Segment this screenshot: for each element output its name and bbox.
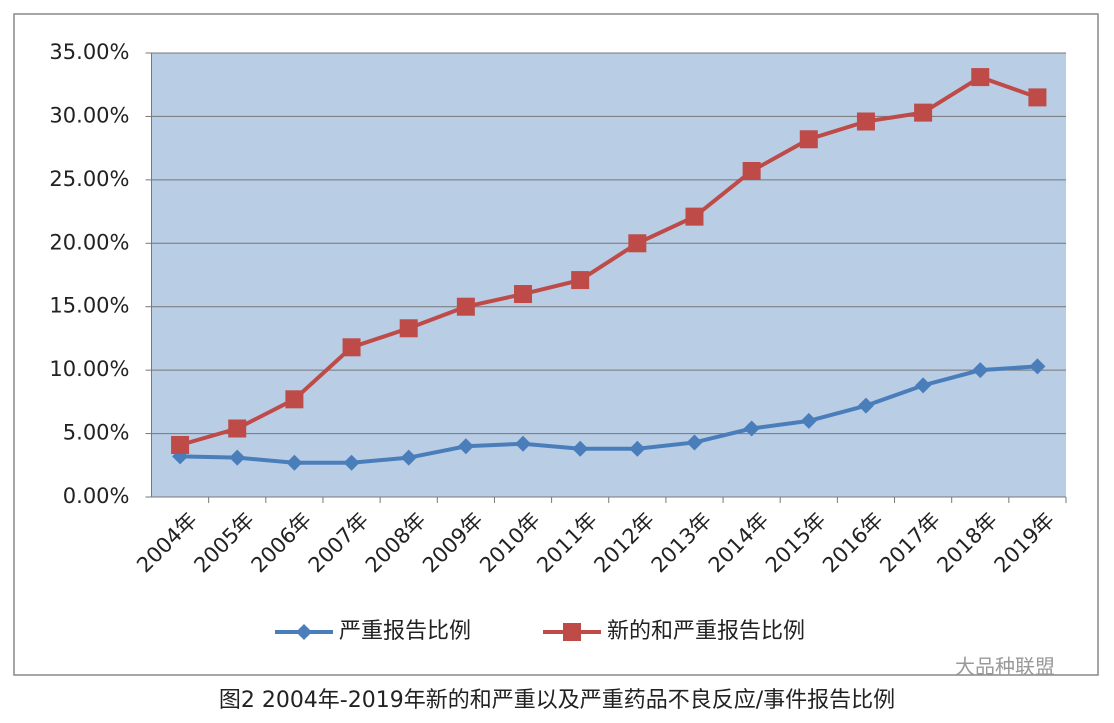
point-marker (742, 161, 761, 180)
y-tick-label: 10.00% (49, 357, 129, 381)
point-marker (515, 435, 532, 452)
point-marker (1029, 358, 1046, 375)
point-marker (457, 438, 474, 455)
caption: 图2 2004年-2019年新的和严重以及严重药品不良反应/事件报告比例 (219, 688, 895, 713)
point-marker (571, 271, 590, 290)
point-marker (229, 449, 246, 466)
y-tick-label: 5.00% (63, 421, 130, 445)
point-marker (1028, 88, 1047, 107)
point-marker (456, 297, 475, 316)
point-marker (857, 397, 874, 414)
legend-label: 新的和严重报告比例 (607, 619, 805, 644)
series-line (180, 364, 1038, 465)
y-tick-label: 20.00% (49, 230, 129, 254)
point-marker (514, 285, 533, 304)
point-marker (972, 362, 989, 379)
point-marker (400, 449, 417, 466)
point-marker (685, 207, 704, 226)
point-marker (343, 454, 360, 471)
point-marker (914, 103, 933, 122)
watermark: 大品种联盟 (955, 655, 1055, 679)
point-marker (686, 434, 703, 451)
point-marker (628, 234, 647, 253)
series-line (179, 74, 1039, 447)
point-marker (171, 435, 190, 454)
point-marker (342, 338, 361, 357)
y-tick-label: 15.00% (49, 294, 129, 318)
point-marker (629, 440, 646, 457)
point-marker (563, 623, 581, 641)
legend-label: 严重报告比例 (339, 619, 471, 644)
point-marker (285, 390, 304, 409)
y-tick-label: 30.00% (49, 103, 129, 127)
y-tick-label: 25.00% (49, 167, 129, 191)
point-marker (286, 454, 303, 471)
point-marker (399, 319, 418, 338)
point-marker (572, 440, 589, 457)
point-marker (915, 377, 932, 394)
point-marker (856, 112, 875, 131)
y-tick-label: 35.00% (49, 40, 129, 64)
point-marker (799, 130, 818, 149)
point-marker (800, 412, 817, 429)
point-marker (296, 624, 312, 640)
plot-area (151, 53, 1066, 497)
y-tick-label: 0.00% (63, 484, 130, 508)
point-marker (971, 68, 990, 87)
point-marker (743, 420, 760, 437)
point-marker (228, 419, 247, 438)
